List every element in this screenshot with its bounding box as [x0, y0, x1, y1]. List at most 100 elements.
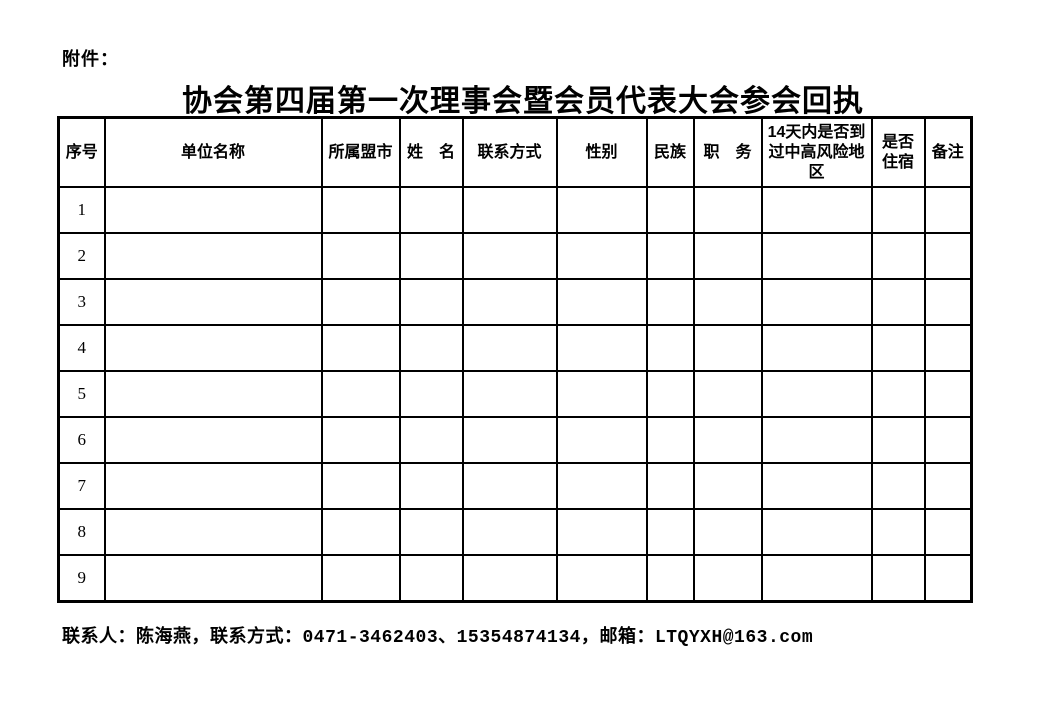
- empty-cell: [461, 186, 558, 234]
- empty-cell: [645, 232, 695, 280]
- empty-cell: [645, 462, 695, 510]
- empty-cell: [555, 278, 648, 326]
- empty-cell: [692, 462, 763, 510]
- table-row: 9: [57, 554, 973, 603]
- empty-cell: [461, 232, 558, 280]
- empty-cell: [870, 324, 926, 372]
- contact-info-line: 联系人：陈海燕，联系方式：0471-3462403、15354874134，邮箱…: [62, 628, 814, 648]
- empty-cell: [398, 232, 464, 280]
- empty-cell: [461, 370, 558, 418]
- empty-cell: [692, 186, 763, 234]
- empty-cell: [555, 416, 648, 464]
- empty-cell: [461, 278, 558, 326]
- row-number: 8: [57, 508, 106, 556]
- empty-cell: [320, 508, 401, 556]
- empty-cell: [760, 278, 873, 326]
- empty-cell: [320, 278, 401, 326]
- table-row: 6: [57, 416, 973, 464]
- empty-cell: [870, 508, 926, 556]
- row-number: 3: [57, 278, 106, 326]
- empty-cell: [870, 278, 926, 326]
- empty-cell: [923, 278, 973, 326]
- row-number: 6: [57, 416, 106, 464]
- empty-cell: [692, 554, 763, 603]
- empty-cell: [760, 324, 873, 372]
- empty-cell: [692, 370, 763, 418]
- empty-cell: [555, 232, 648, 280]
- empty-cell: [398, 278, 464, 326]
- empty-cell: [320, 186, 401, 234]
- empty-cell: [760, 462, 873, 510]
- empty-cell: [645, 554, 695, 603]
- empty-cell: [320, 324, 401, 372]
- table-row: 8: [57, 508, 973, 556]
- empty-cell: [760, 508, 873, 556]
- table-body: 1 2 3 4 5 6 7: [57, 186, 973, 603]
- attachment-label: 附件：: [62, 49, 119, 69]
- empty-cell: [870, 416, 926, 464]
- empty-cell: [870, 186, 926, 234]
- empty-cell: [398, 462, 464, 510]
- row-number: 7: [57, 462, 106, 510]
- column-header-accommodation: 是否住宿: [870, 116, 926, 188]
- empty-cell: [398, 508, 464, 556]
- table-row: 4: [57, 324, 973, 372]
- empty-cell: [760, 232, 873, 280]
- empty-cell: [645, 508, 695, 556]
- empty-cell: [461, 416, 558, 464]
- empty-cell: [103, 508, 323, 556]
- empty-cell: [645, 324, 695, 372]
- empty-cell: [760, 416, 873, 464]
- empty-cell: [103, 232, 323, 280]
- empty-cell: [760, 370, 873, 418]
- empty-cell: [645, 278, 695, 326]
- empty-cell: [870, 462, 926, 510]
- column-header-serial-number: 序号: [57, 116, 106, 188]
- empty-cell: [923, 462, 973, 510]
- empty-cell: [923, 554, 973, 603]
- empty-cell: [320, 416, 401, 464]
- column-header-league-city: 所属盟市: [320, 116, 401, 188]
- attendance-reply-table: 序号 单位名称 所属盟市 姓 名 联系方式 性别 民族 职 务 14天内是否到过…: [57, 116, 973, 603]
- empty-cell: [645, 186, 695, 234]
- empty-cell: [555, 554, 648, 603]
- row-number: 2: [57, 232, 106, 280]
- empty-cell: [103, 554, 323, 603]
- empty-cell: [320, 462, 401, 510]
- column-header-ethnicity: 民族: [645, 116, 695, 188]
- empty-cell: [923, 416, 973, 464]
- empty-cell: [923, 370, 973, 418]
- empty-cell: [870, 232, 926, 280]
- empty-cell: [320, 232, 401, 280]
- empty-cell: [555, 324, 648, 372]
- empty-cell: [555, 370, 648, 418]
- page-title: 协会第四届第一次理事会暨会员代表大会参会回执: [182, 85, 864, 118]
- empty-cell: [923, 232, 973, 280]
- empty-cell: [461, 508, 558, 556]
- empty-cell: [103, 324, 323, 372]
- empty-cell: [461, 554, 558, 603]
- column-header-unit-name: 单位名称: [103, 116, 323, 188]
- column-header-contact: 联系方式: [461, 116, 558, 188]
- empty-cell: [398, 186, 464, 234]
- column-header-remarks: 备注: [923, 116, 973, 188]
- empty-cell: [692, 508, 763, 556]
- empty-cell: [555, 462, 648, 510]
- empty-cell: [645, 370, 695, 418]
- table-row: 2: [57, 232, 973, 280]
- empty-cell: [870, 370, 926, 418]
- empty-cell: [870, 554, 926, 603]
- column-header-risk-area-14days: 14天内是否到过中高风险地区: [760, 116, 873, 188]
- empty-cell: [461, 462, 558, 510]
- empty-cell: [398, 416, 464, 464]
- row-number: 1: [57, 186, 106, 234]
- empty-cell: [103, 278, 323, 326]
- table-row: 7: [57, 462, 973, 510]
- empty-cell: [103, 186, 323, 234]
- empty-cell: [398, 554, 464, 603]
- empty-cell: [555, 186, 648, 234]
- table-row: 3: [57, 278, 973, 326]
- empty-cell: [923, 324, 973, 372]
- table-row: 1: [57, 186, 973, 234]
- empty-cell: [692, 416, 763, 464]
